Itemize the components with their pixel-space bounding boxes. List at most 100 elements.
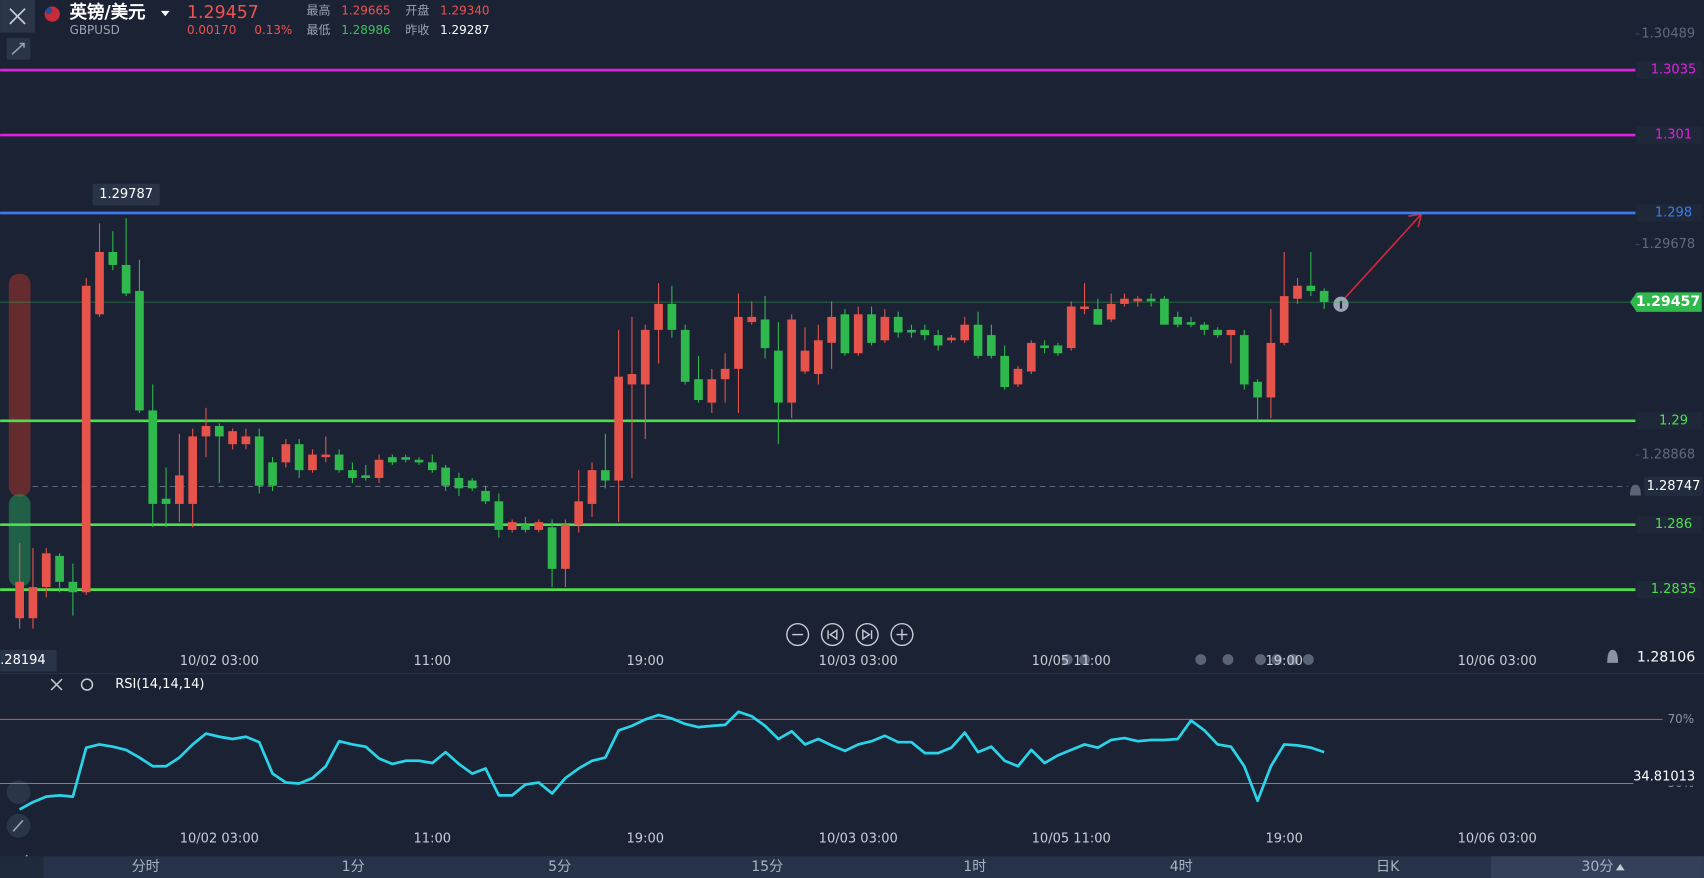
candle-body: [1080, 306, 1089, 310]
candle-body: [201, 425, 211, 437]
stat-label: 最高: [307, 2, 331, 17]
candle-body: [853, 314, 863, 354]
candle-body: [933, 335, 943, 346]
tab-arrow: [1615, 863, 1625, 871]
rsi-settings[interactable]: [80, 678, 94, 691]
timeframe-tab[interactable]: 日K: [1376, 859, 1400, 875]
candle-body: [1199, 324, 1209, 330]
flag-icon: [45, 7, 53, 15]
level-label: 1.298: [1655, 205, 1692, 220]
candle-body: [348, 470, 357, 478]
stat-label: 昨收: [405, 23, 429, 37]
timeframe-tab[interactable]: 30分: [1581, 859, 1613, 875]
candle-body: [1319, 290, 1329, 303]
bottom-price-label: 1.28106: [1637, 649, 1695, 665]
event-dot[interactable]: [1222, 654, 1234, 666]
candle-body: [587, 470, 597, 504]
price-axis-label: 1.28868: [1641, 448, 1695, 463]
candle-body: [1146, 298, 1156, 302]
candle-body: [747, 316, 757, 323]
pencil-icon: [12, 819, 24, 832]
candle-body: [640, 329, 650, 385]
candle-body: [774, 350, 783, 403]
rsi-close[interactable]: [50, 678, 63, 691]
candle-body: [800, 350, 810, 372]
candle-body: [893, 316, 903, 333]
candle-body: [28, 587, 38, 619]
event-markers: [1061, 654, 1314, 666]
candle-body: [987, 335, 996, 356]
candle-body: [467, 480, 477, 489]
level-label: 1.286: [1655, 517, 1692, 532]
candle-body: [734, 316, 743, 369]
candle-body: [507, 522, 517, 530]
event-dot[interactable]: [1079, 654, 1090, 666]
candle-body: [947, 337, 956, 341]
zoom-out-button[interactable]: [786, 623, 810, 647]
candle-body: [281, 444, 291, 463]
candle-body: [254, 436, 264, 486]
header-change-pct: 0.13%: [254, 23, 292, 37]
event-dot[interactable]: [1061, 654, 1073, 666]
level-label-box: [1636, 412, 1702, 430]
forward-button[interactable]: [855, 623, 879, 647]
timeframe-tab[interactable]: 1时: [963, 859, 986, 875]
candle-body: [907, 329, 916, 333]
instrument-name[interactable]: 英镑/美元: [70, 2, 146, 23]
stat-label: 最低: [307, 23, 331, 37]
event-dot[interactable]: [1271, 654, 1283, 666]
candle-body: [813, 340, 823, 375]
candle-body: [454, 477, 464, 489]
timeframe-tab[interactable]: 4时: [1170, 859, 1193, 875]
candle-body: [840, 314, 850, 354]
candle-body: [534, 522, 544, 530]
candle-body: [214, 425, 224, 437]
candle-body: [241, 436, 251, 445]
side-button[interactable]: [6, 780, 31, 805]
dropdown-arrow[interactable]: [160, 10, 170, 17]
candle-body: [95, 251, 104, 315]
candle-body: [427, 462, 437, 471]
candle-body: [1026, 342, 1036, 372]
tab-bar: [43, 856, 1704, 878]
zoom-in-button[interactable]: [890, 623, 914, 647]
candle-body: [614, 376, 623, 481]
candle-body: [188, 436, 198, 504]
current-price-box: [1630, 292, 1702, 312]
candle-body: [867, 314, 876, 343]
alert-bell[interactable]: [1607, 649, 1619, 663]
event-dot[interactable]: [1255, 654, 1267, 666]
candle-body: [321, 454, 331, 458]
event-dot[interactable]: [1195, 654, 1207, 666]
active-tab: [1490, 856, 1704, 878]
candle-body: [401, 457, 411, 460]
rsi-time-label: 10/03 03:00: [819, 831, 898, 846]
rsi-time-label: 10/02 03:00: [180, 831, 259, 846]
timeframe-tab[interactable]: 15分: [751, 859, 783, 875]
stat-value: 1.29340: [440, 3, 489, 17]
alert-bell[interactable]: [1630, 484, 1641, 496]
timeframe-tab[interactable]: 分时: [132, 859, 160, 875]
time-label: 11:00: [414, 654, 452, 669]
candle-body: [135, 290, 144, 411]
timeframe-tab[interactable]: 5分: [548, 859, 571, 875]
timeframe-tab[interactable]: 1分: [342, 859, 365, 875]
candle-body: [880, 316, 890, 341]
rsi-value-label: 34.81013: [1633, 769, 1695, 784]
candle-body: [148, 410, 158, 504]
rsi-line: [18, 710, 1325, 811]
candle-body: [561, 524, 570, 569]
alert-label: 1.28747: [1647, 479, 1701, 494]
event-dot[interactable]: [1287, 654, 1299, 666]
event-dot[interactable]: [1302, 654, 1314, 666]
time-label: 10/06 03:00: [1458, 654, 1537, 669]
candle-body: [175, 475, 184, 504]
level-label: 1.3035: [1651, 63, 1697, 78]
back-button[interactable]: [820, 623, 845, 647]
candle-body: [521, 524, 530, 530]
candle-body: [1053, 345, 1063, 354]
rsi-time-label: 19:00: [1265, 831, 1303, 846]
rsi-time-label: 10/05 11:00: [1032, 831, 1111, 846]
